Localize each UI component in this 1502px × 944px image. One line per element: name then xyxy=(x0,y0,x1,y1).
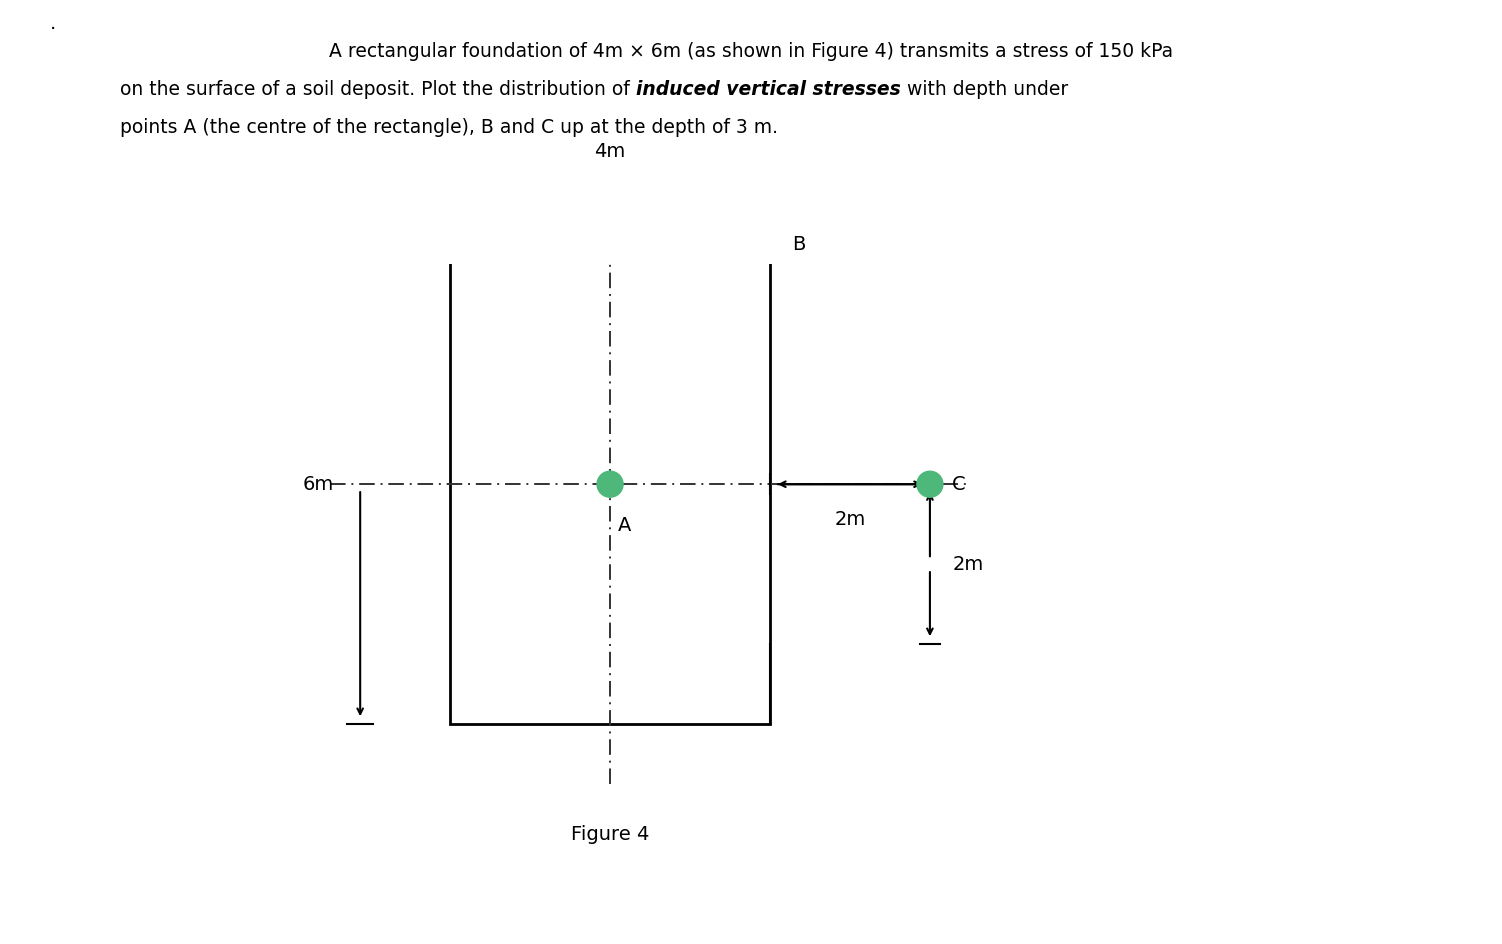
Text: 4m: 4m xyxy=(595,142,626,160)
Text: A rectangular foundation of 4m × 6m (as shown in Figure 4) transmits a stress of: A rectangular foundation of 4m × 6m (as … xyxy=(329,42,1173,61)
Text: with depth under: with depth under xyxy=(901,80,1068,99)
Text: 6m: 6m xyxy=(302,475,333,494)
Text: A: A xyxy=(617,516,631,535)
Text: C: C xyxy=(952,475,966,494)
Text: induced vertical stresses: induced vertical stresses xyxy=(635,80,901,99)
Text: 2m: 2m xyxy=(952,555,984,574)
Circle shape xyxy=(757,231,783,258)
Text: .: . xyxy=(50,14,56,33)
Text: 2m: 2m xyxy=(834,510,865,529)
Text: points A (the centre of the rectangle), B and C up at the depth of 3 m.: points A (the centre of the rectangle), … xyxy=(120,118,778,137)
Bar xyxy=(451,244,771,724)
Text: Figure 4: Figure 4 xyxy=(571,824,649,844)
Circle shape xyxy=(598,471,623,497)
Text: B: B xyxy=(792,235,805,254)
Text: on the surface of a soil deposit. Plot the distribution of: on the surface of a soil deposit. Plot t… xyxy=(120,80,635,99)
Circle shape xyxy=(916,471,943,497)
